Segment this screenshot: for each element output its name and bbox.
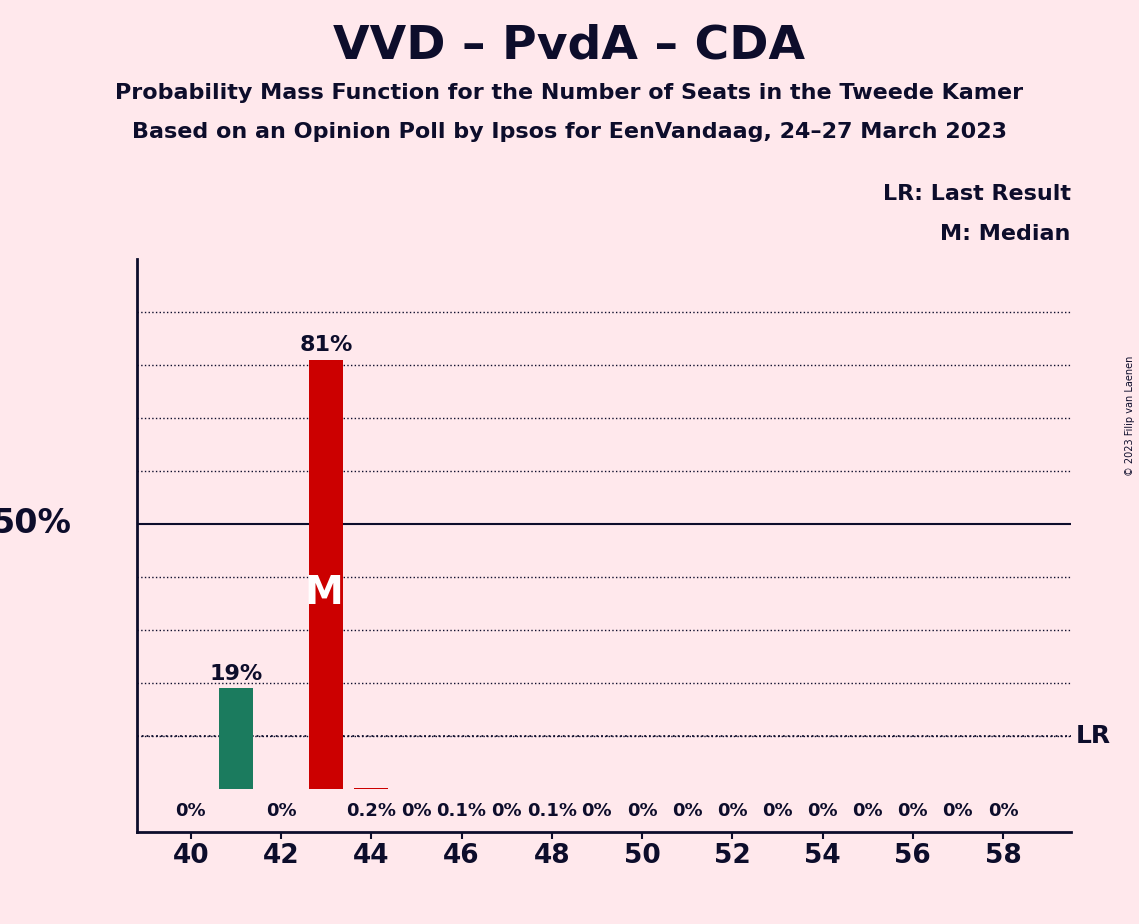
- Text: 0%: 0%: [762, 802, 793, 821]
- Text: 0%: 0%: [626, 802, 657, 821]
- Text: 0%: 0%: [491, 802, 522, 821]
- Text: © 2023 Filip van Laenen: © 2023 Filip van Laenen: [1125, 356, 1134, 476]
- Text: 0%: 0%: [898, 802, 928, 821]
- Bar: [354, 788, 388, 789]
- Text: 0%: 0%: [943, 802, 973, 821]
- Text: 0%: 0%: [808, 802, 838, 821]
- Text: VVD – PvdA – CDA: VVD – PvdA – CDA: [334, 23, 805, 68]
- Text: 81%: 81%: [300, 335, 353, 355]
- Bar: [219, 688, 253, 789]
- Text: LR: LR: [1075, 724, 1111, 748]
- Text: 0%: 0%: [582, 802, 613, 821]
- Text: Probability Mass Function for the Number of Seats in the Tweede Kamer: Probability Mass Function for the Number…: [115, 83, 1024, 103]
- Text: Based on an Opinion Poll by Ipsos for EenVandaag, 24–27 March 2023: Based on an Opinion Poll by Ipsos for Ee…: [132, 122, 1007, 142]
- Text: 0%: 0%: [401, 802, 432, 821]
- Text: 0%: 0%: [716, 802, 747, 821]
- Text: 0%: 0%: [988, 802, 1018, 821]
- Text: LR: Last Result: LR: Last Result: [883, 184, 1071, 204]
- Text: 0%: 0%: [852, 802, 883, 821]
- Text: 50%: 50%: [0, 507, 72, 541]
- Text: 0.2%: 0.2%: [346, 802, 396, 821]
- Text: M: Median: M: Median: [941, 225, 1071, 244]
- Text: M: M: [304, 574, 343, 612]
- Text: 0.1%: 0.1%: [526, 802, 576, 821]
- Text: 0.1%: 0.1%: [436, 802, 486, 821]
- Text: 0%: 0%: [175, 802, 206, 821]
- Text: 0%: 0%: [672, 802, 703, 821]
- Bar: [310, 359, 343, 789]
- Text: 19%: 19%: [210, 664, 263, 684]
- Text: 0%: 0%: [265, 802, 296, 821]
